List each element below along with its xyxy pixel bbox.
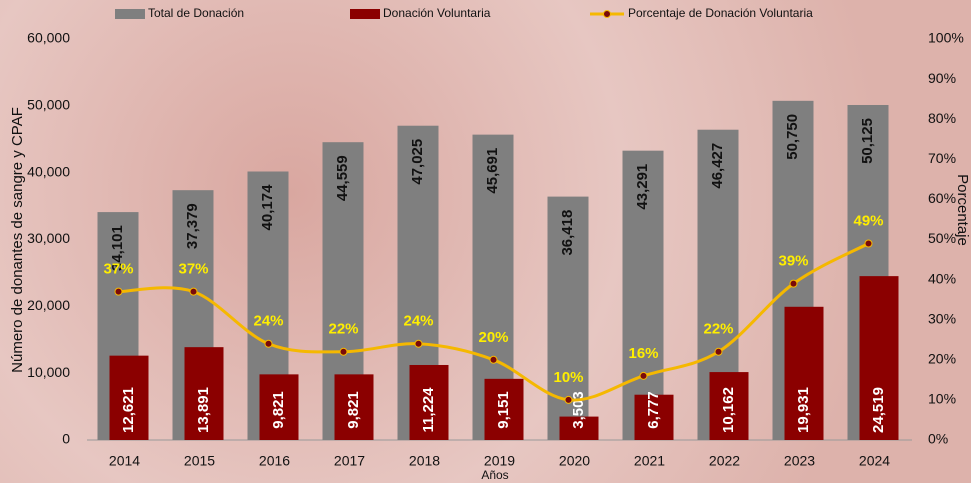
line-marker [415,340,422,347]
legend-swatch [115,9,145,19]
y-tick-label: 50,000 [27,97,70,113]
value-label: 10% [553,369,583,386]
legend-label: Porcentaje de Donación Voluntaria [628,6,813,20]
x-tick-label: 2024 [859,453,890,469]
line-marker [640,372,647,379]
line-marker [190,288,197,295]
x-tick-label: 2016 [259,453,290,469]
x-tick-label: 2020 [559,453,590,469]
y-tick-label: 60,000 [27,30,70,46]
y-tick-label: 0 [62,431,70,447]
y2-tick-label: 0% [928,431,948,447]
legend-swatch [350,9,380,19]
y2-tick-label: 20% [928,351,956,367]
x-tick-label: 2015 [184,453,215,469]
value-label: 6,777 [645,391,662,429]
x-tick-label: 2022 [709,453,740,469]
value-label: 47,025 [409,139,426,185]
value-label: 3,503 [570,391,587,429]
x-tick-label: 2018 [409,453,440,469]
line-marker [790,280,797,287]
y-tick-label: 40,000 [27,163,70,179]
value-label: 22% [703,321,733,338]
value-label: 20% [478,329,508,346]
value-label: 19,931 [795,387,812,433]
line-marker [265,340,272,347]
line-marker [490,356,497,363]
y2-tick-label: 40% [928,270,956,286]
y2-tick-label: 100% [928,30,964,46]
legend-label: Donación Voluntaria [383,6,491,20]
y2-tick-label: 10% [928,391,956,407]
value-label: 46,427 [709,143,726,189]
x-tick-label: 2019 [484,453,515,469]
x-tick-label: 2021 [634,453,665,469]
line-marker [340,348,347,355]
value-label: 36,418 [559,210,576,256]
value-label: 11,224 [420,387,437,433]
line-marker [115,288,122,295]
value-label: 24% [253,313,283,330]
value-label: 16% [628,345,658,362]
y-axis-title: Número de donantes de sangre y CPAF [9,107,26,373]
value-label: 24,519 [870,387,887,433]
value-label: 22% [328,321,358,338]
y2-tick-label: 80% [928,110,956,126]
y2-tick-label: 70% [928,150,956,166]
y-tick-label: 20,000 [27,297,70,313]
y-tick-label: 10,000 [27,364,70,380]
value-label: 37% [178,261,208,278]
value-label: 9,151 [495,391,512,429]
y2-tick-label: 60% [928,190,956,206]
x-tick-label: 2014 [109,453,140,469]
value-label: 24% [403,313,433,330]
x-tick-label: 2017 [334,453,365,469]
legend-marker [604,11,611,18]
y2-tick-label: 30% [928,310,956,326]
value-label: 40,174 [259,184,276,231]
x-tick-label: 2023 [784,453,815,469]
legend-label: Total de Donación [148,6,244,20]
y2-tick-label: 50% [928,230,956,246]
value-label: 12,621 [120,387,137,433]
value-label: 44,559 [334,155,351,201]
value-label: 49% [853,212,883,229]
value-label: 10,162 [720,387,737,433]
y-tick-label: 30,000 [27,230,70,246]
x-axis-title: Años [481,468,508,482]
value-label: 43,291 [634,164,651,210]
value-label: 50,750 [784,114,801,160]
value-label: 9,821 [345,391,362,429]
value-label: 37% [103,261,133,278]
line-marker [865,240,872,247]
value-label: 39% [778,253,808,270]
value-label: 45,691 [484,148,501,194]
value-label: 13,891 [195,387,212,433]
line-marker [715,348,722,355]
y2-tick-label: 90% [928,70,956,86]
chart: Años Número de donantes de sangre y CPAF… [0,0,971,483]
value-label: 50,125 [859,118,876,164]
value-label: 9,821 [270,391,287,429]
value-label: 37,379 [184,203,201,249]
y2-axis-title: Porcentaje [954,174,971,246]
line-marker [565,396,572,403]
